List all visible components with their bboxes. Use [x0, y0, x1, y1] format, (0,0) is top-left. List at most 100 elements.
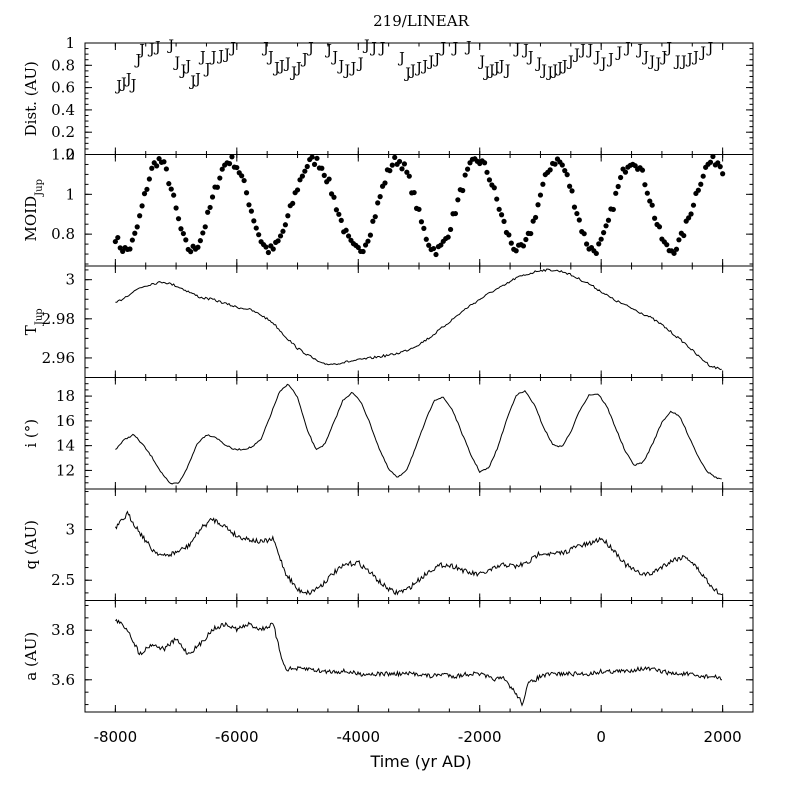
- encounter-marker: J: [209, 49, 217, 65]
- y-tick-label: 1.2: [51, 146, 75, 164]
- moid-point: [168, 186, 174, 192]
- y-tick-label: 3.8: [51, 621, 75, 639]
- encounter-marker: J: [482, 65, 490, 81]
- y-tick-label: 0.2: [51, 123, 75, 141]
- y-tick-label: 1: [65, 34, 75, 52]
- moid-point: [610, 206, 616, 213]
- moid-point: [401, 161, 408, 167]
- panel-4: 12 14 16 18 i (°): [22, 377, 754, 490]
- encounter-marker: J: [560, 58, 568, 74]
- encounter-marker: J: [426, 54, 434, 70]
- moid-point: [404, 169, 410, 175]
- moid-point: [520, 243, 527, 249]
- moid-point: [569, 188, 575, 194]
- moid-point: [144, 186, 150, 192]
- encounter-marker: J: [679, 54, 687, 70]
- moid-point: [134, 224, 140, 230]
- moid-point: [421, 225, 427, 231]
- moid-point: [251, 218, 257, 224]
- encounter-marker: J: [129, 77, 137, 93]
- x-tick-label: -4000: [336, 728, 380, 746]
- moid-point: [700, 173, 706, 179]
- encounter-marker: J: [289, 65, 297, 81]
- moid-point: [377, 194, 383, 200]
- encounter-marker: J: [356, 56, 364, 72]
- moid-point: [698, 181, 704, 187]
- y-axis-title: MOIDJup: [22, 179, 45, 241]
- moid-point: [532, 214, 539, 221]
- moid-point: [460, 187, 466, 194]
- encounter-marker: J: [414, 61, 422, 77]
- moid-point: [197, 238, 203, 244]
- y-tick-label: 3.6: [51, 671, 75, 689]
- moid-point: [248, 208, 254, 214]
- moid-point: [501, 218, 507, 224]
- encounter-marker: J: [403, 66, 411, 82]
- moid-point: [715, 160, 721, 166]
- moid-point: [622, 169, 629, 175]
- moid-point: [530, 218, 536, 224]
- chart-title: 219/LINEAR: [373, 12, 469, 30]
- encounter-marker: J: [349, 61, 357, 77]
- series-line: [115, 383, 722, 485]
- moid-point: [355, 244, 361, 251]
- moid-point: [593, 250, 599, 257]
- moid-point: [387, 168, 393, 174]
- moid-point: [615, 183, 621, 190]
- y-tick-label: 0.4: [51, 101, 75, 119]
- encounter-marker: J: [572, 47, 580, 63]
- moid-point: [406, 173, 412, 179]
- moid-point: [491, 185, 497, 191]
- moid-point: [282, 222, 288, 228]
- moid-point: [195, 244, 201, 250]
- moid-point: [481, 160, 488, 166]
- panel-2: 0.8 1 1.2 MOIDJup: [22, 146, 754, 267]
- moid-point: [603, 223, 609, 229]
- encounter-marker: J: [497, 58, 505, 74]
- moid-point: [141, 191, 148, 197]
- moid-point: [567, 183, 573, 189]
- moid-point: [333, 207, 340, 213]
- moid-point: [426, 242, 432, 248]
- encounter-marker: J: [534, 56, 542, 72]
- moid-point: [360, 248, 366, 255]
- moid-point: [304, 163, 310, 170]
- moid-point: [462, 172, 468, 178]
- encounter-marker: J: [555, 61, 563, 77]
- moid-point: [681, 232, 687, 239]
- moid-point: [523, 236, 529, 243]
- y-tick-label: 1: [65, 185, 75, 203]
- moid-point: [382, 180, 388, 186]
- encounter-marker: J: [706, 40, 714, 56]
- encounter-marker: J: [222, 47, 230, 63]
- moid-point: [338, 217, 344, 223]
- moid-point: [686, 215, 692, 221]
- encounter-marker: J: [526, 49, 534, 65]
- encounter-marker: J: [166, 38, 174, 54]
- y-tick-label: 16: [56, 412, 75, 430]
- moid-point: [362, 242, 369, 248]
- encounter-marker: J: [550, 63, 558, 79]
- moid-point: [562, 168, 568, 174]
- encounter-marker: J: [477, 54, 485, 70]
- moid-point: [416, 206, 422, 212]
- moid-point: [277, 233, 284, 239]
- moid-point: [256, 232, 262, 238]
- panel-5: 2.5 3 q (AU): [22, 488, 754, 601]
- encounter-marker: J: [330, 49, 338, 65]
- encounter-marker: J: [261, 40, 269, 56]
- encounter-marker: J: [606, 52, 614, 68]
- encounter-marker: J: [685, 52, 693, 68]
- moid-point: [149, 165, 155, 171]
- moid-point: [695, 187, 701, 193]
- moid-point: [642, 182, 648, 188]
- encounter-marker: J: [306, 40, 314, 56]
- moid-point: [717, 164, 723, 170]
- encounter-marker: J: [203, 62, 211, 78]
- moid-point: [239, 173, 245, 179]
- encounter-marker: J: [698, 45, 706, 61]
- encounter-marker: J: [266, 49, 274, 65]
- moid-point: [372, 214, 378, 220]
- moid-point: [214, 184, 220, 190]
- encounter-marker: J: [408, 63, 416, 79]
